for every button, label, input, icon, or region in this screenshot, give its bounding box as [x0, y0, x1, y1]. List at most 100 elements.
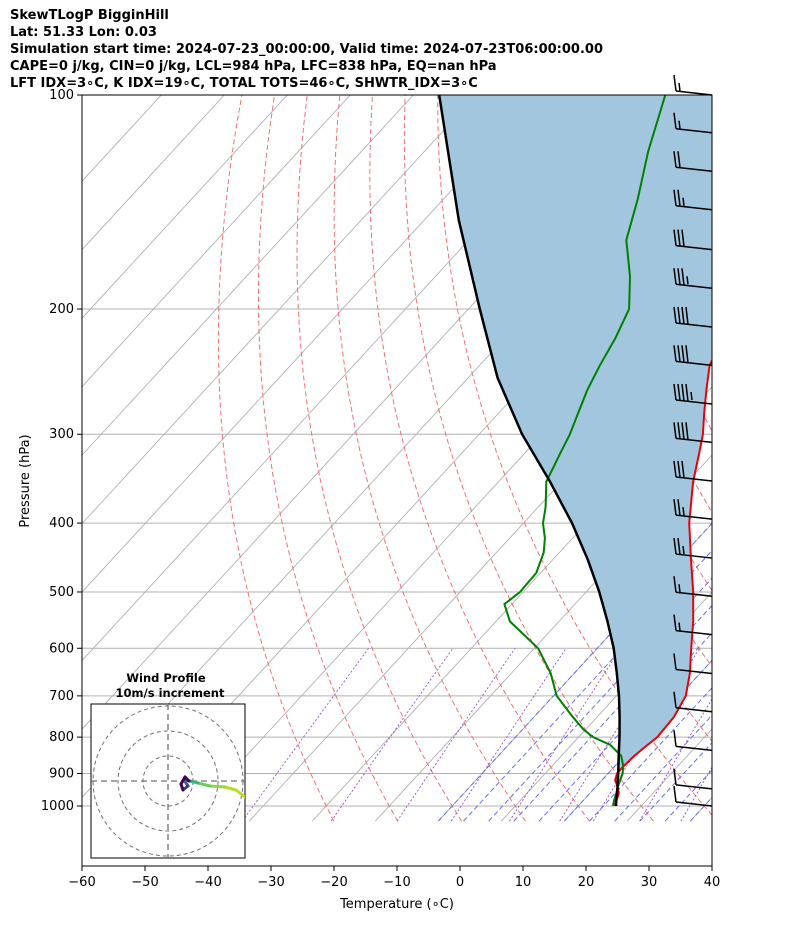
barb-flag-full: [673, 730, 677, 747]
barb-shaft: [675, 629, 713, 636]
y-tick-label: 100: [49, 88, 74, 103]
barb-flag-full: [673, 422, 677, 439]
dry-adiabat-line: [437, 95, 712, 816]
wind-barb: [673, 653, 713, 675]
barb-shaft: [675, 514, 713, 520]
wind-barb: [673, 537, 713, 559]
wind-barb: [673, 151, 713, 172]
barb-flag-half: [686, 276, 689, 285]
barb-shaft: [675, 668, 713, 675]
isotherm-line: [82, 95, 288, 319]
cape-area: [439, 95, 712, 806]
barb-flag-full: [681, 422, 685, 440]
wind-barb: [673, 112, 713, 134]
dry-adiabat-line: [296, 95, 463, 822]
barb-flag-full: [673, 189, 677, 206]
moist-adiabat-line: [614, 714, 712, 822]
x-tick-label: −50: [131, 875, 158, 890]
barb-flag-full: [677, 306, 681, 324]
barb-flag-full: [685, 345, 689, 363]
barb-shaft: [675, 399, 713, 405]
barb-flag-half: [682, 197, 685, 206]
wind-barb: [673, 730, 713, 752]
dry-adiabat-line: [217, 95, 335, 822]
cape-indices-text: CAPE=0 j/kg, CIN=0 j/kg, LCL=984 hPa, LF…: [10, 59, 497, 74]
barb-shaft: [675, 204, 713, 211]
y-tick-label: 1000: [41, 799, 74, 814]
y-axis-label: Pressure (hPa): [18, 434, 33, 527]
barb-shaft: [675, 322, 713, 328]
barb-flag-full: [673, 691, 677, 708]
barb-shaft: [675, 127, 713, 134]
cape-shading: [439, 95, 712, 806]
wind-barb: [673, 229, 713, 251]
dry-adiabat-line: [698, 95, 712, 147]
isotherm-line: [501, 591, 712, 822]
x-tick-label: −60: [68, 875, 95, 890]
barb-shaft: [675, 90, 713, 96]
y-tick-label: 600: [49, 641, 74, 656]
dry-adiabat-line: [333, 95, 526, 822]
y-tick-label: 300: [49, 427, 74, 442]
barb-flag-full: [673, 460, 677, 478]
barb-flag-half: [690, 391, 693, 401]
barb-shaft: [675, 476, 713, 482]
barb-shaft: [675, 283, 713, 290]
wind-barb: [673, 785, 713, 807]
barb-flag-full: [673, 499, 677, 516]
x-tick-label: 40: [704, 875, 721, 890]
barb-shaft: [675, 553, 713, 559]
isotherm-line: [753, 95, 794, 821]
wind-barb: [673, 74, 713, 96]
barb-flag-full: [673, 345, 677, 362]
barb-flag-half: [678, 584, 681, 593]
isotherm-line: [82, 95, 225, 251]
isotherm-line: [375, 454, 712, 822]
chart-header: SkewTLogP BigginHill Lat: 51.33 Lon: 0.0…: [10, 7, 603, 92]
mixing-ratio-line: [396, 648, 516, 822]
wind-barb: [673, 614, 713, 636]
barb-flag-half: [678, 120, 681, 129]
barb-shaft: [675, 244, 713, 251]
x-tick-label: −30: [257, 875, 284, 890]
wind-barbs: [673, 74, 713, 807]
dry-adiabat-line: [764, 95, 794, 821]
barb-flag-full: [681, 345, 685, 363]
wind-barb: [673, 383, 713, 405]
barb-flag-full: [677, 189, 681, 207]
barb-flag-full: [685, 422, 689, 440]
x-tick-label: 30: [641, 875, 658, 890]
x-tick-label: 20: [578, 875, 595, 890]
time-text: Simulation start time: 2024-07-23_00:00:…: [10, 42, 603, 57]
barb-flag-full: [673, 537, 677, 555]
barb-flag-full: [677, 345, 681, 362]
isotherm-line: [186, 249, 712, 822]
barb-shaft: [675, 707, 713, 713]
barb-flag-full: [673, 74, 677, 92]
barb-flag-full: [681, 460, 685, 478]
x-tick-label: 10: [515, 875, 532, 890]
moist-adiabat-line: [716, 95, 794, 821]
wind-barb: [673, 768, 713, 790]
barb-flag-full: [677, 460, 681, 478]
wind-barb: [673, 345, 713, 367]
isotherm-line: [82, 95, 414, 456]
barb-flag-full: [673, 229, 677, 246]
barb-flag-full: [677, 268, 681, 285]
hodograph-ring: [117, 730, 219, 832]
barb-flag-full: [673, 785, 677, 803]
barb-flag-full: [673, 768, 677, 785]
barb-flag-full: [685, 306, 689, 325]
barb-flag-full: [677, 151, 681, 168]
barb-shaft: [675, 360, 713, 367]
chart-title: SkewTLogP BigginHill: [10, 8, 169, 23]
mixing-ratio-line: [680, 766, 712, 822]
barb-shaft: [675, 745, 713, 752]
barb-flag-full: [673, 151, 677, 168]
barb-flag-full: [673, 268, 677, 285]
hodograph-trace: [183, 775, 191, 783]
hodograph-trace: [223, 785, 238, 792]
barb-flag-full: [673, 112, 677, 129]
y-tick-label: 500: [49, 585, 74, 600]
barb-flag-full: [677, 537, 681, 555]
